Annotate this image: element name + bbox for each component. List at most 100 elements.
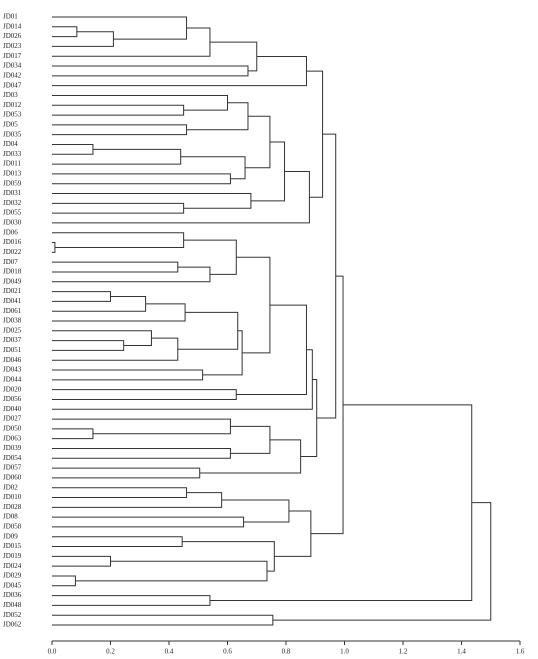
- leaf-label: JD049: [3, 277, 22, 285]
- merge-link: [52, 266, 211, 283]
- merge-link: [182, 541, 275, 572]
- merge-link: [52, 467, 201, 479]
- leaf-label: JD056: [3, 395, 22, 403]
- leaf-label: JD053: [3, 111, 22, 119]
- leaf-label: JD028: [3, 503, 22, 511]
- leaf-label: JD031: [3, 189, 22, 197]
- x-tick-label: 0.4: [165, 648, 174, 656]
- x-tick-label: 1.4: [457, 648, 466, 656]
- leaf-label: JD012: [3, 101, 22, 109]
- merge-link: [52, 303, 186, 322]
- merge-link: [52, 56, 307, 87]
- leaf-label: JD017: [3, 52, 22, 60]
- merge-link: [202, 330, 243, 376]
- leaf-label: JD035: [3, 130, 22, 138]
- merge-link: [177, 311, 239, 350]
- merge-link: [209, 41, 258, 72]
- merge-link: [52, 242, 56, 253]
- merge-link: [52, 330, 152, 347]
- merge-link: [306, 70, 324, 198]
- leaf-label: JD013: [3, 170, 22, 178]
- merge-link: [52, 536, 183, 548]
- leaf-label: JD043: [3, 366, 22, 374]
- merge-link: [52, 94, 228, 111]
- x-tick-label: 0.2: [106, 648, 115, 656]
- merge-link: [75, 560, 268, 582]
- merge-link: [52, 104, 185, 116]
- merge-link: [199, 439, 302, 474]
- leaf-label: JD015: [3, 542, 22, 550]
- leaf-label: JD063: [3, 434, 22, 442]
- x-tick-label: 0.8: [282, 648, 291, 656]
- leaf-label: JD061: [3, 307, 22, 315]
- merge-link: [52, 340, 125, 351]
- merge-link: [52, 173, 231, 185]
- merge-link: [52, 595, 211, 606]
- leaf-label: JD060: [3, 474, 22, 482]
- merge-link: [52, 193, 252, 209]
- merge-link: [52, 614, 274, 626]
- leaf-label: JD022: [3, 248, 22, 256]
- leaf-label: JD018: [3, 268, 22, 276]
- merge-link: [52, 575, 76, 587]
- merge-link: [52, 418, 231, 435]
- x-tick-label: 1.0: [340, 648, 349, 656]
- leaf-label: JD021: [3, 287, 22, 295]
- leaf-label: JD052: [3, 611, 22, 619]
- merge-link: [52, 295, 147, 312]
- leaf-label: JD046: [3, 356, 22, 364]
- leaf-label: JD032: [3, 199, 22, 207]
- merge-link: [52, 202, 185, 214]
- leaf-label: JD055: [3, 209, 22, 217]
- merge-link: [52, 492, 223, 508]
- x-tick-label: 0.0: [48, 648, 57, 656]
- merge-link: [52, 143, 94, 155]
- merge-link: [52, 16, 188, 40]
- merge-link: [52, 148, 182, 165]
- leaf-label: JD054: [3, 454, 22, 462]
- leaf-label: JD034: [3, 62, 22, 70]
- leaf-label: JD03: [3, 91, 18, 99]
- merge-link: [52, 447, 231, 459]
- leaf-label: JD051: [3, 346, 22, 354]
- leaf-label: JD058: [3, 523, 22, 531]
- merge-link: [52, 369, 204, 381]
- leaf-label: JD014: [3, 22, 22, 30]
- leaf-label: JD06: [3, 228, 18, 236]
- leaf-label: JD039: [3, 444, 22, 452]
- leaf-label: JD010: [3, 493, 22, 501]
- merge-link: [236, 304, 307, 396]
- leaf-label: JD024: [3, 562, 22, 570]
- merge-link: [250, 141, 286, 202]
- merge-link: [186, 102, 249, 131]
- leaf-label: JD025: [3, 326, 22, 334]
- leaf-label: JD040: [3, 405, 22, 413]
- merge-link: [52, 487, 188, 499]
- merge-link: [52, 516, 245, 528]
- merge-link: [236, 256, 271, 354]
- leaf-label: JD016: [3, 238, 22, 246]
- merge-link: [52, 261, 179, 273]
- merge-link: [316, 133, 337, 419]
- leaf-label: JD023: [3, 42, 22, 50]
- leaf-label: JD050: [3, 424, 22, 432]
- merge-link: [52, 170, 310, 224]
- merge-link: [52, 124, 188, 136]
- merge-link: [274, 510, 312, 557]
- leaf-label: JD048: [3, 601, 22, 609]
- merge-link: [52, 26, 78, 38]
- merge-link: [245, 115, 271, 169]
- leaf-label: JD08: [3, 513, 18, 521]
- leaf-label: JD011: [3, 160, 22, 168]
- merge-link: [221, 499, 290, 523]
- merge-link: [230, 425, 271, 454]
- leaf-label: JD033: [3, 150, 22, 158]
- leaf-label: JD05: [3, 120, 18, 128]
- merge-link: [310, 275, 344, 535]
- leaf-label: JD04: [3, 140, 18, 148]
- leaf-label: JD038: [3, 317, 22, 325]
- leaf-label: JD027: [3, 415, 22, 423]
- merge-link: [52, 232, 185, 248]
- merge-link: [180, 156, 246, 180]
- merge-link: [300, 379, 318, 457]
